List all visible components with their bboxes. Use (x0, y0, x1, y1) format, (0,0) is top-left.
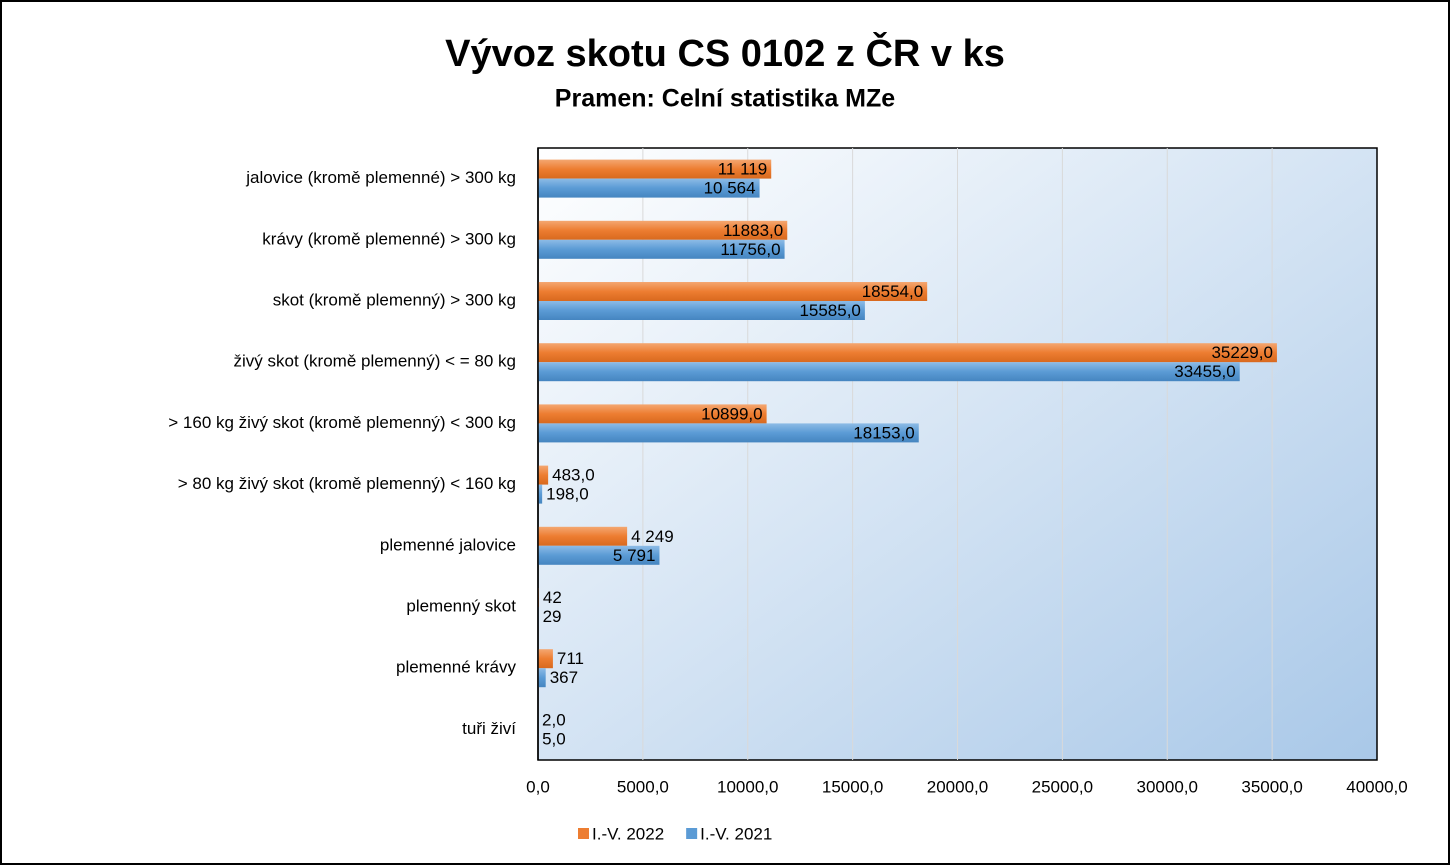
y-tick-label: > 160 kg živý skot (kromě plemenný) < 30… (168, 413, 516, 432)
x-tick-label: 25000,0 (1032, 777, 1093, 796)
bar (538, 362, 1240, 382)
value-label: 35229,0 (1211, 343, 1272, 362)
y-tick-label: krávy (kromě plemenné) > 300 kg (262, 229, 516, 248)
value-label: 5 791 (613, 546, 656, 565)
value-label: 483,0 (552, 466, 595, 485)
y-tick-label: > 80 kg živý skot (kromě plemenný) < 160… (178, 474, 516, 493)
x-tick-label: 0,0 (526, 777, 550, 796)
bar (538, 465, 549, 485)
x-tick-label: 30000,0 (1137, 777, 1198, 796)
value-label: 2,0 (542, 710, 566, 729)
value-label: 5,0 (542, 729, 566, 748)
value-label: 33455,0 (1174, 362, 1235, 381)
bar (538, 649, 553, 669)
x-tick-label: 5000,0 (617, 777, 669, 796)
value-label: 10 564 (704, 179, 756, 198)
legend-swatch (578, 828, 589, 839)
bar (538, 404, 767, 424)
bar (538, 545, 660, 565)
value-label: 11883,0 (723, 221, 783, 240)
bar (538, 423, 919, 443)
bar (538, 282, 928, 301)
bar (538, 343, 1277, 363)
value-label: 711 (557, 649, 584, 668)
value-label: 11 119 (718, 160, 767, 179)
value-label: 10899,0 (701, 404, 762, 423)
value-label: 198,0 (546, 485, 589, 504)
x-tick-label: 35000,0 (1241, 777, 1302, 796)
y-tick-label: plemenné jalovice (380, 535, 516, 554)
bar (538, 239, 785, 259)
y-tick-label: tuři živí (462, 719, 516, 738)
x-tick-label: 15000,0 (822, 777, 883, 796)
value-label: 15585,0 (799, 301, 860, 320)
bar (538, 484, 543, 504)
bar (538, 159, 772, 179)
bar (538, 526, 628, 546)
value-label: 42 (543, 588, 562, 607)
legend-label: I.-V. 2022 (592, 824, 664, 843)
y-tick-label: jalovice (kromě plemenné) > 300 kg (245, 168, 516, 187)
bar (538, 220, 788, 240)
y-tick-label: plemenné krávy (396, 658, 517, 677)
x-tick-label: 40000,0 (1346, 777, 1407, 796)
value-label: 367 (550, 668, 578, 687)
value-label: 18554,0 (862, 282, 923, 301)
value-label: 11756,0 (720, 240, 780, 259)
y-tick-label: živý skot (kromě plemenný) < = 80 kg (233, 352, 516, 371)
chart-title: Vývoz skotu CS 0102 z ČR v ks (445, 30, 1005, 75)
legend-label: I.-V. 2021 (700, 824, 772, 843)
value-label: 18153,0 (853, 423, 914, 442)
value-label: 29 (543, 607, 562, 626)
bar (538, 178, 760, 198)
y-tick-label: skot (kromě plemenný) > 300 kg (273, 290, 516, 309)
chart-subtitle: Pramen: Celní statistika MZe (555, 85, 895, 113)
legend-swatch (686, 828, 698, 839)
bar (538, 301, 865, 320)
value-label: 4 249 (631, 527, 674, 546)
y-tick-label: plemenný skot (406, 596, 516, 615)
x-tick-label: 20000,0 (927, 777, 988, 796)
bar (538, 668, 546, 688)
x-tick-label: 10000,0 (717, 777, 778, 796)
